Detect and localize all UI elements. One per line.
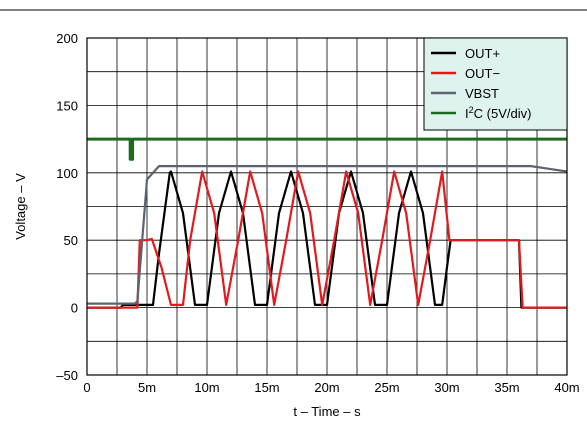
y-tick-label: 0 [71, 301, 78, 316]
legend-label: VBST [465, 86, 499, 101]
y-tick-label: –50 [56, 368, 78, 383]
series-layer [87, 137, 568, 309]
plot-frame [86, 37, 568, 376]
y-tick-label: 50 [64, 233, 78, 248]
x-tick-label: 40m [554, 380, 579, 395]
x-tick-label: 15m [254, 380, 279, 395]
series-line-vbst [87, 165, 568, 305]
legend: OUT+ OUT− VBST I2C (5V/div) [423, 37, 568, 131]
y-tick-label: 150 [56, 98, 78, 113]
y-axis-label: Voltage – V [13, 173, 28, 240]
legend-label: OUT− [465, 66, 500, 81]
x-tick-label: 30m [434, 380, 459, 395]
tick-labels: 0 5m 10m 15m 20m 25m 30m 35m 40m 200 150 100 50 0 –50 [56, 31, 579, 395]
y-tick-label: 100 [56, 166, 78, 181]
series-line-i-c-5v-div [87, 137, 567, 161]
x-tick-label: 20m [314, 380, 339, 395]
x-tick-label: 5m [138, 380, 156, 395]
legend-label: I2C (5V/div) [465, 105, 531, 121]
x-tick-label: 0 [83, 380, 90, 395]
x-axis-label: t – Time – s [293, 404, 361, 419]
series-line-out [87, 170, 567, 309]
x-tick-label: 25m [374, 380, 399, 395]
legend-label: OUT+ [465, 46, 500, 61]
y-tick-label: 200 [56, 31, 78, 46]
x-tick-label: 35m [494, 380, 519, 395]
x-tick-label: 10m [194, 380, 219, 395]
series-line-out [87, 170, 567, 309]
